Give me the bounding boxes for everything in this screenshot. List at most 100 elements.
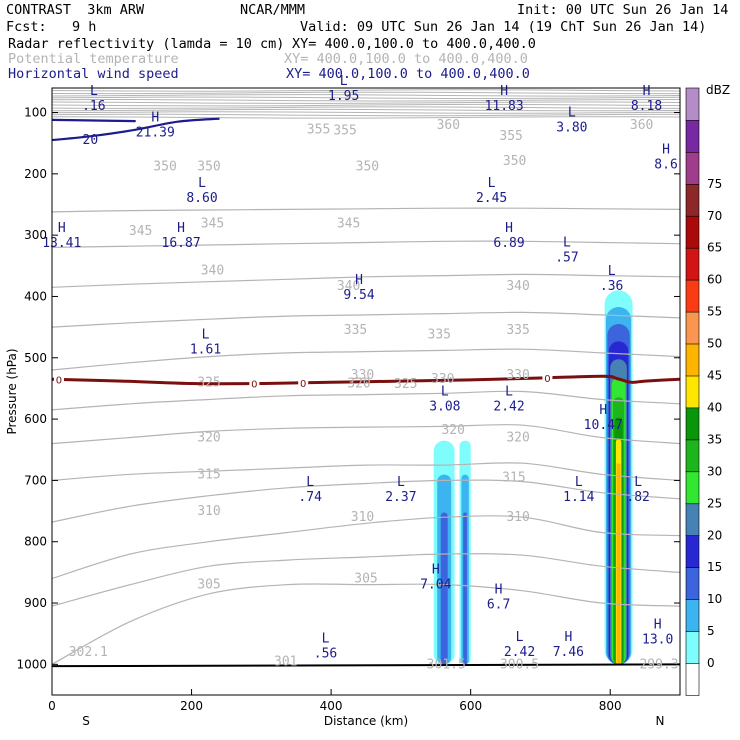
wind-extremum-value: .36 bbox=[600, 279, 623, 294]
colorbar-swatch bbox=[685, 183, 700, 217]
wind-extremum-type: H bbox=[355, 273, 363, 288]
colorbar-swatch bbox=[685, 630, 700, 664]
colorbar-swatch bbox=[685, 502, 700, 536]
wind-extremum-value: 6.89 bbox=[493, 236, 524, 251]
theta-label: 345 bbox=[129, 224, 152, 239]
colorbar-swatch bbox=[685, 343, 700, 377]
wind-extremum-type: H bbox=[495, 583, 503, 598]
colorbar-tick-label: 20 bbox=[707, 528, 722, 542]
y-tick-label: 200 bbox=[24, 167, 47, 181]
theta-contour-upper bbox=[52, 106, 680, 109]
wind-extremum-value: 8.6 bbox=[654, 157, 677, 172]
theta-label: 340 bbox=[337, 279, 360, 294]
wind-extremum-value: 9.54 bbox=[343, 288, 374, 303]
freezing-label-box bbox=[249, 377, 260, 390]
wind-extremum-type: L bbox=[575, 475, 583, 490]
wind-extremum-value: 3.80 bbox=[556, 121, 587, 136]
field-theta-name: Potential temperature bbox=[8, 51, 179, 67]
wind-extremum-value: 2.42 bbox=[493, 400, 524, 415]
theta-contour-360 bbox=[52, 207, 680, 213]
colorbar-swatch bbox=[685, 566, 700, 600]
wind-contour-20-upper bbox=[52, 118, 136, 123]
colorbar-tick-label: 65 bbox=[707, 241, 722, 255]
theta-label: 350 bbox=[197, 159, 220, 174]
wind-extremum-type: L bbox=[634, 475, 642, 490]
wind-contour-20 bbox=[52, 117, 220, 142]
colorbar-tick-label: 55 bbox=[707, 305, 722, 319]
theta-label: 340 bbox=[506, 279, 529, 294]
theta-contour-325 bbox=[52, 462, 680, 481]
theta-label: 330 bbox=[431, 372, 454, 387]
theta-contour-upper bbox=[52, 103, 680, 107]
colorbar-swatch bbox=[685, 471, 700, 505]
wind-extremum-value: 2.37 bbox=[385, 490, 416, 505]
colorbar-tick-label: 50 bbox=[707, 337, 722, 351]
theta-contour-340 bbox=[52, 348, 680, 371]
theta-label: 355 bbox=[499, 129, 522, 144]
field-wind-xy: XY= 400.0,100.0 to 400.0,400.0 bbox=[286, 66, 530, 82]
freezing-level-label: 0 bbox=[56, 375, 62, 386]
theta-label: 335 bbox=[344, 323, 367, 338]
freezing-level-label: 0 bbox=[300, 379, 306, 390]
theta-label: 305 bbox=[197, 578, 220, 593]
theta-contour-320 bbox=[52, 479, 680, 523]
freezing-level-label: 0 bbox=[251, 380, 257, 391]
wind-extremum-type: H bbox=[599, 403, 607, 418]
colorbar-tick-label: 10 bbox=[707, 592, 722, 606]
theta-contour-335 bbox=[52, 390, 680, 411]
colorbar-tick-label: 45 bbox=[707, 369, 722, 383]
wind-extremum-value: 16.87 bbox=[162, 236, 201, 251]
y-tick-label: 400 bbox=[24, 289, 47, 303]
colorbar-swatch bbox=[685, 439, 700, 473]
freezing-label-box bbox=[542, 371, 553, 384]
colorbar-swatch bbox=[685, 598, 700, 632]
freezing-level-label: 0 bbox=[544, 374, 550, 385]
wind-extremum-type: L bbox=[202, 328, 210, 343]
theta-label: 320 bbox=[506, 430, 529, 445]
theta-contour-345 bbox=[52, 311, 680, 328]
colorbar-swatch bbox=[685, 407, 700, 441]
theta-label: 330 bbox=[351, 368, 374, 383]
wind-extremum-type: H bbox=[662, 142, 670, 157]
theta-contour-upper bbox=[52, 101, 680, 104]
plot-background bbox=[52, 88, 680, 695]
x-axis-end-left: S bbox=[82, 714, 90, 728]
theta-label: 315 bbox=[502, 470, 525, 485]
theta-contour-upper bbox=[52, 111, 680, 114]
theta-label: 350 bbox=[503, 154, 526, 169]
theta-label: 315 bbox=[197, 467, 220, 482]
theta-contour-350 bbox=[52, 273, 680, 288]
fcst-value: 9 h bbox=[72, 19, 97, 35]
colorbar-tick-label: 30 bbox=[707, 464, 722, 478]
ground-line bbox=[52, 663, 680, 668]
reflectivity-cell-560-15dbz bbox=[440, 512, 448, 665]
wind-extremum-type: L bbox=[608, 264, 616, 279]
theta-contour-upper bbox=[52, 98, 680, 102]
theta-contour-upper bbox=[52, 108, 680, 112]
wind-extremum-value: 7.04 bbox=[420, 577, 451, 592]
wind-extremum-value: .56 bbox=[314, 647, 337, 662]
colorbar-swatch bbox=[685, 215, 700, 249]
field-theta-xy: XY= 400.0,100.0 to 400.0,400.0 bbox=[284, 51, 528, 67]
theta-contour-upper bbox=[52, 116, 680, 119]
theta-label: 355 bbox=[307, 123, 330, 138]
model-title: CONTRAST 3km ARW bbox=[6, 2, 145, 18]
theta-contour-upper bbox=[52, 89, 680, 92]
x-tick-label: 800 bbox=[599, 699, 622, 713]
theta-contour-upper bbox=[52, 96, 680, 100]
wind-extremum-value: 6.7 bbox=[487, 598, 510, 613]
wind-extremum-value: 2.45 bbox=[476, 191, 507, 206]
theta-label: 325 bbox=[197, 375, 220, 390]
theta-label: 345 bbox=[201, 217, 224, 232]
theta-contour-310 bbox=[52, 553, 680, 607]
freezing-level-line bbox=[52, 374, 680, 386]
theta-label: 340 bbox=[201, 264, 224, 279]
theta-label: 300.5 bbox=[500, 657, 539, 672]
wind-extremum-type: L bbox=[505, 385, 513, 400]
reflectivity-cell-590-15dbz bbox=[463, 512, 467, 665]
wind-extremum-value: 13.41 bbox=[42, 236, 81, 251]
colorbar-tick-label: 75 bbox=[707, 177, 722, 191]
wind-extremum-type: H bbox=[643, 84, 651, 99]
wind-extremum-type: L bbox=[340, 74, 348, 89]
